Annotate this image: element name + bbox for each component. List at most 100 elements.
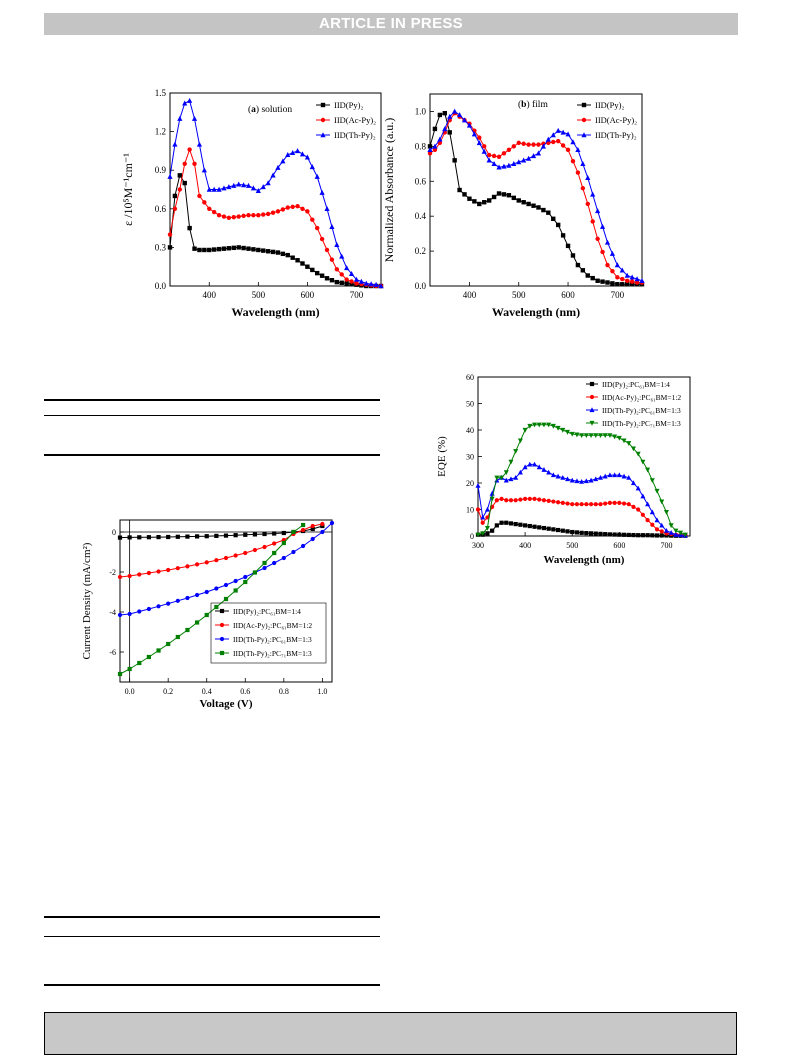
data-point-0-2	[167, 173, 173, 179]
data-point-1-0	[486, 198, 492, 203]
data-point-3-0	[626, 532, 631, 538]
data-point-3-3	[546, 422, 552, 428]
data-point-3-0	[588, 531, 594, 536]
data-point-1-0	[585, 273, 590, 278]
data-point-1-2	[595, 208, 601, 214]
data-point-1-2	[506, 162, 512, 168]
legend-box-2	[210, 602, 327, 664]
x-tick-label-3: 700	[660, 541, 672, 550]
data-point-3-1	[546, 498, 551, 503]
data-point-3-0	[551, 527, 556, 532]
data-point-1-1	[580, 186, 586, 191]
data-point-3-0	[640, 533, 645, 538]
data-point-0-1	[295, 204, 300, 209]
legend-entry-2-0: IID(Py)₂:PC₆₁BM=1:4	[233, 607, 301, 616]
x-tick-label-0: 600	[301, 290, 315, 300]
data-point-1-1	[625, 278, 630, 283]
data-point-1-2	[466, 122, 473, 128]
data-point-0-0	[324, 276, 330, 281]
data-point-0-2	[319, 189, 325, 195]
y-axis-label-0: ε /10⁵M⁻¹cm⁻¹	[121, 153, 135, 226]
y-tick-label-1: 0.8	[415, 141, 427, 151]
data-point-3-1	[480, 520, 485, 525]
data-point-3-0	[527, 523, 532, 529]
data-point-1-1	[565, 147, 571, 153]
legend-marker-2-3	[219, 650, 225, 656]
data-point-0-0	[334, 279, 340, 285]
data-point-3-3	[616, 435, 622, 441]
data-point-3-2	[663, 528, 669, 533]
data-point-1-0	[482, 200, 487, 205]
data-point-1-1	[432, 147, 438, 153]
y-tick-label-0: 0.6	[155, 204, 167, 214]
data-point-1-1	[501, 151, 507, 156]
data-point-3-2	[579, 478, 585, 484]
data-point-1-0	[575, 262, 581, 268]
plot-frame-1	[429, 93, 643, 287]
data-point-2-0	[223, 533, 229, 538]
data-point-2-0	[204, 534, 209, 539]
data-point-0-2	[353, 276, 360, 282]
data-point-0-2	[211, 186, 217, 192]
x-tick-label-2: 0.6	[240, 687, 250, 696]
data-point-1-2	[570, 139, 576, 145]
data-point-0-1	[285, 205, 290, 210]
legend-entry-2-1: IID(Ac-Py)₂:PC₆₁BM=1:2	[233, 621, 312, 630]
data-point-0-0	[261, 248, 266, 253]
data-point-1-0	[457, 187, 462, 193]
data-point-1-2	[639, 277, 645, 283]
data-point-2-1	[127, 573, 132, 579]
data-point-0-1	[167, 232, 173, 237]
data-point-0-1	[305, 209, 310, 214]
data-point-0-2	[260, 184, 266, 190]
data-point-3-3	[602, 433, 608, 438]
data-point-2-2	[320, 529, 325, 535]
data-point-2-2	[204, 589, 209, 595]
data-point-0-1	[256, 213, 261, 218]
data-point-0-1	[334, 267, 340, 272]
data-point-1-0	[595, 278, 600, 283]
data-point-1-2	[521, 157, 527, 163]
data-point-2-1	[272, 541, 277, 546]
data-point-2-3	[146, 654, 152, 660]
data-point-2-0	[146, 535, 152, 540]
data-point-1-1	[516, 140, 521, 146]
data-point-2-2	[156, 604, 161, 609]
data-point-0-2	[206, 186, 212, 192]
data-point-0-1	[290, 204, 295, 210]
data-point-2-3	[291, 529, 296, 535]
data-point-1-1	[521, 141, 526, 146]
data-point-0-1	[207, 206, 212, 211]
data-point-2-3	[137, 660, 142, 666]
y-axis-label-3: EQE (%)	[436, 436, 448, 477]
data-point-1-2	[471, 131, 477, 137]
data-point-2-2	[175, 598, 180, 603]
series-line-0-1	[169, 148, 381, 287]
data-point-2-2	[243, 574, 248, 580]
data-point-3-2	[569, 477, 575, 483]
data-point-2-1	[166, 567, 171, 573]
data-point-2-1	[233, 553, 238, 558]
data-point-1-0	[531, 203, 536, 208]
data-point-0-1	[197, 193, 202, 199]
data-point-3-1	[584, 502, 589, 507]
data-point-3-3	[668, 523, 674, 529]
data-point-3-2	[583, 478, 589, 484]
data-point-0-2	[280, 158, 286, 164]
data-point-0-2	[245, 182, 252, 188]
data-point-3-2	[550, 472, 556, 478]
data-point-0-0	[226, 246, 232, 251]
data-point-3-1	[645, 518, 650, 523]
data-point-0-0	[295, 258, 300, 263]
data-point-3-2	[659, 522, 665, 528]
data-point-0-1	[315, 225, 320, 231]
data-point-3-0	[617, 532, 622, 537]
x-tick-label-2: 0.0	[125, 687, 135, 696]
data-point-3-3	[499, 475, 505, 481]
series-line-0-0	[169, 174, 381, 287]
data-point-0-0	[246, 246, 251, 251]
data-point-0-1	[241, 213, 246, 219]
legend-marker-2-0	[219, 608, 225, 614]
data-point-1-0	[447, 130, 452, 135]
data-point-2-1	[252, 547, 258, 553]
